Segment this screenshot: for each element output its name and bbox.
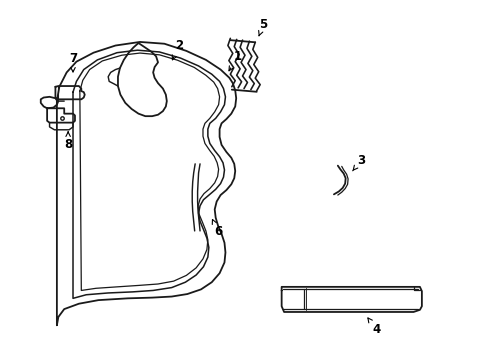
Text: 2: 2	[172, 39, 183, 60]
Text: 3: 3	[353, 154, 366, 171]
Text: 4: 4	[368, 318, 381, 336]
Text: 7: 7	[69, 51, 77, 72]
Text: 8: 8	[64, 132, 72, 151]
Text: 5: 5	[259, 18, 268, 36]
Text: 1: 1	[229, 50, 242, 71]
Text: 6: 6	[212, 220, 222, 238]
